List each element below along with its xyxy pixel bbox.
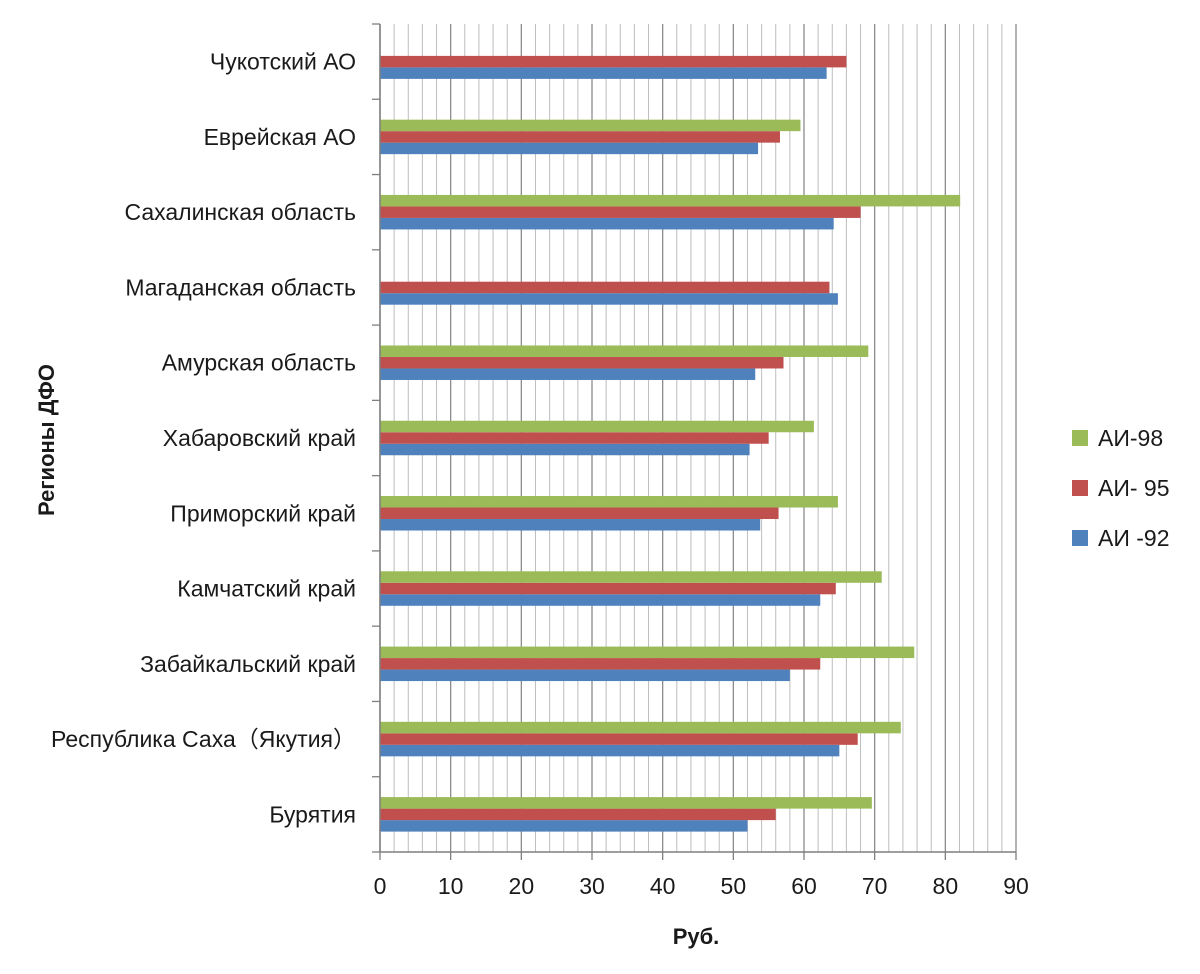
category-label: Забайкальский край <box>140 651 356 677</box>
category-label: Чукотский АО <box>210 49 356 75</box>
legend-swatch <box>1072 530 1088 546</box>
axis-layer <box>372 23 1017 860</box>
bar <box>380 443 750 456</box>
bar <box>380 119 801 132</box>
bar <box>380 67 827 79</box>
x-tick-label: 10 <box>438 873 464 899</box>
category-label: Еврейская АО <box>204 124 356 150</box>
x-tick-label: 70 <box>862 873 888 899</box>
bar <box>380 420 814 433</box>
bar <box>380 432 769 444</box>
bar <box>380 507 779 520</box>
y-axis-title: Регионы ДФО <box>34 364 59 516</box>
bar <box>380 55 847 68</box>
bar <box>380 519 761 531</box>
bar <box>380 194 961 207</box>
bar <box>380 797 872 809</box>
bar <box>380 744 840 757</box>
bar <box>380 356 784 369</box>
category-label: Камчатский край <box>177 576 356 602</box>
legend-label: АИ-98 <box>1098 425 1163 451</box>
x-tick-label: 0 <box>374 873 387 899</box>
x-tick-label: 50 <box>721 873 747 899</box>
bar <box>380 281 830 294</box>
bar <box>380 721 901 734</box>
bar <box>380 496 838 508</box>
category-label: Сахалинская область <box>124 199 356 225</box>
bar <box>380 142 759 155</box>
bar <box>380 206 861 218</box>
bar <box>380 820 748 832</box>
bar <box>380 217 834 230</box>
bar <box>380 131 780 143</box>
bar <box>380 669 790 682</box>
x-tick-label: 20 <box>509 873 535 899</box>
bar <box>380 293 838 305</box>
category-label: Республика Саха（Якутия） <box>51 726 356 752</box>
bar <box>380 571 882 583</box>
legend-label: АИ- 95 <box>1098 475 1170 501</box>
category-label: Приморский край <box>170 500 356 526</box>
x-tick-label: 30 <box>579 873 605 899</box>
bar <box>380 733 858 745</box>
category-label: Хабаровский край <box>163 425 356 451</box>
bar <box>380 368 756 380</box>
bar <box>380 345 869 357</box>
x-tick-label: 60 <box>791 873 817 899</box>
x-axis-title: Руб. <box>673 924 720 949</box>
category-label: Бурятия <box>269 801 356 827</box>
x-tick-label: 80 <box>933 873 959 899</box>
x-tick-label: 40 <box>650 873 676 899</box>
bar <box>380 658 821 670</box>
category-label: Амурская область <box>162 350 356 376</box>
legend-label: АИ -92 <box>1098 525 1170 551</box>
bar <box>380 582 836 595</box>
bar <box>380 594 821 606</box>
bar <box>380 646 915 659</box>
bars-layer <box>380 55 961 832</box>
legend: АИ-98 АИ- 95 АИ -92 <box>1072 425 1170 551</box>
labels-layer: Бурятия Республика Саха（Якутия） Забайкальс… <box>51 49 1029 899</box>
legend-swatch <box>1072 480 1088 496</box>
category-label: Магаданская область <box>125 274 356 300</box>
x-tick-label: 90 <box>1003 873 1029 899</box>
legend-swatch <box>1072 430 1088 446</box>
bar <box>380 808 776 821</box>
